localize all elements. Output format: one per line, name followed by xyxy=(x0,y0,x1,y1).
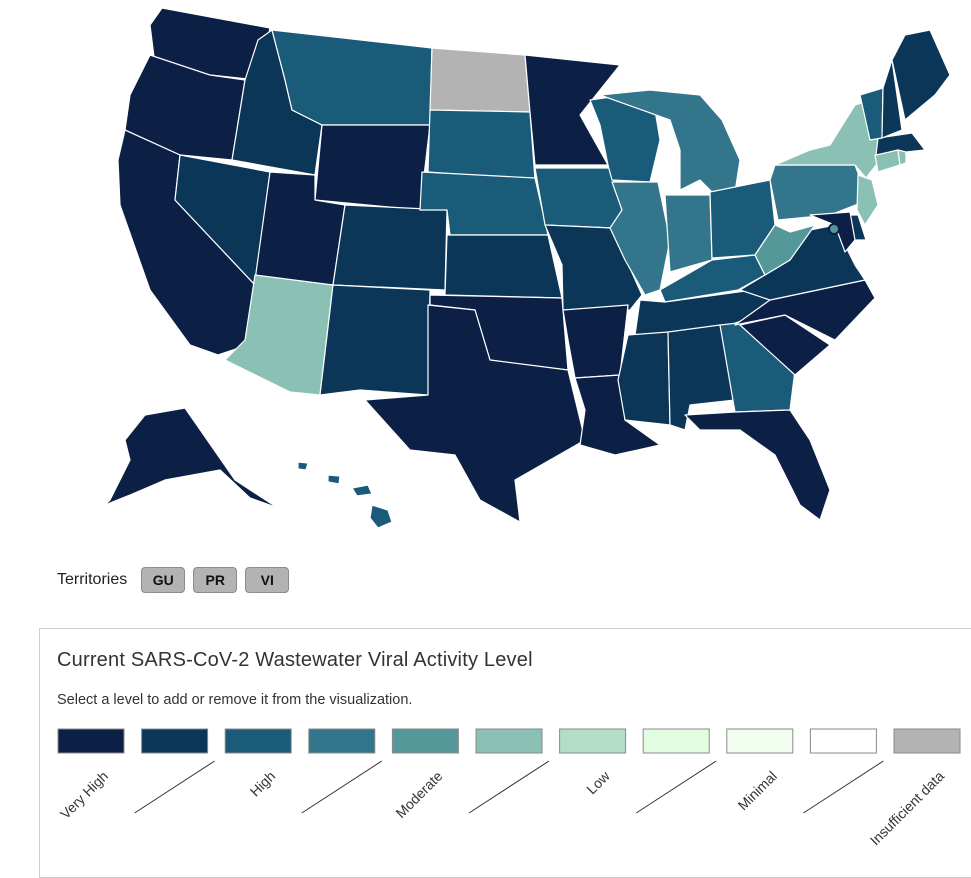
territories-row: Territories GU PR VI xyxy=(57,566,290,594)
legend-label-minimal: Minimal xyxy=(735,768,780,813)
legend-swatch-low-minimal[interactable] xyxy=(642,728,710,754)
legend-separator xyxy=(134,760,215,814)
legend-label-low: Low xyxy=(583,767,613,797)
state-sd[interactable] xyxy=(427,109,536,181)
state-ia[interactable] xyxy=(534,167,623,229)
state-tx[interactable] xyxy=(364,304,586,523)
legend-separator xyxy=(803,760,884,814)
state-wy[interactable] xyxy=(314,124,431,211)
legend-swatch-very-high[interactable] xyxy=(57,728,125,754)
state-nm[interactable] xyxy=(319,284,431,396)
territory-gu-button[interactable]: GU xyxy=(141,567,186,593)
legend-swatch-high-moderate[interactable] xyxy=(308,728,376,754)
state-me[interactable] xyxy=(891,29,951,121)
state-co[interactable] xyxy=(332,204,448,291)
legend-title: Current SARS-CoV-2 Wastewater Viral Acti… xyxy=(57,649,533,671)
state-il[interactable] xyxy=(609,181,671,296)
state-md[interactable] xyxy=(809,211,856,253)
state-ks[interactable] xyxy=(444,234,563,299)
state-hi-oahu[interactable] xyxy=(327,474,341,485)
legend-swatch-low[interactable] xyxy=(559,728,627,754)
state-nd[interactable] xyxy=(429,47,531,113)
legend-swatch-high[interactable] xyxy=(224,728,292,754)
state-mt[interactable] xyxy=(271,29,433,126)
legend-label-very-high: Very High xyxy=(57,768,111,822)
legend-subtitle: Select a level to add or remove it from … xyxy=(57,692,413,708)
legend-swatch-minimal[interactable] xyxy=(726,728,794,754)
state-hi-maui[interactable] xyxy=(351,484,373,497)
state-nh[interactable] xyxy=(881,59,903,139)
state-ak[interactable] xyxy=(79,407,279,529)
legend-panel: Current SARS-CoV-2 Wastewater Viral Acti… xyxy=(39,628,971,878)
legend-swatch-minimal-none[interactable] xyxy=(809,728,877,754)
territory-pr-button[interactable]: PR xyxy=(193,567,238,593)
us-map-svg xyxy=(79,7,951,529)
state-ma[interactable] xyxy=(875,132,926,156)
state-or[interactable] xyxy=(124,54,246,161)
territory-vi-button[interactable]: VI xyxy=(245,567,290,593)
legend-label-insufficient-data: Insufficient data xyxy=(867,768,948,849)
state-ms[interactable] xyxy=(617,331,671,426)
territories-label: Territories xyxy=(57,571,128,588)
legend-swatch-moderate-low[interactable] xyxy=(475,728,543,754)
legend-swatch-insufficient[interactable] xyxy=(893,728,961,754)
state-in[interactable] xyxy=(664,194,713,273)
legend-scale: Very High High Moderate Low Minimal Insuffici… xyxy=(57,728,961,849)
state-hi-kauai[interactable] xyxy=(297,461,309,471)
legend-label-high: High xyxy=(247,768,279,800)
state-pa[interactable] xyxy=(769,164,869,221)
dc-marker[interactable] xyxy=(828,223,840,235)
legend-separator xyxy=(635,760,717,814)
legend-swatch-moderate[interactable] xyxy=(391,728,459,754)
state-hi[interactable] xyxy=(369,504,393,529)
state-ar[interactable] xyxy=(562,304,629,379)
us-map xyxy=(79,7,951,529)
state-fl[interactable] xyxy=(684,409,831,521)
legend-separator xyxy=(468,760,550,814)
legend-separator xyxy=(301,760,383,814)
legend-swatch-very-high-high[interactable] xyxy=(141,728,209,754)
legend-label-moderate: Moderate xyxy=(392,768,445,821)
state-nj[interactable] xyxy=(856,174,879,226)
state-wv[interactable] xyxy=(754,224,816,276)
